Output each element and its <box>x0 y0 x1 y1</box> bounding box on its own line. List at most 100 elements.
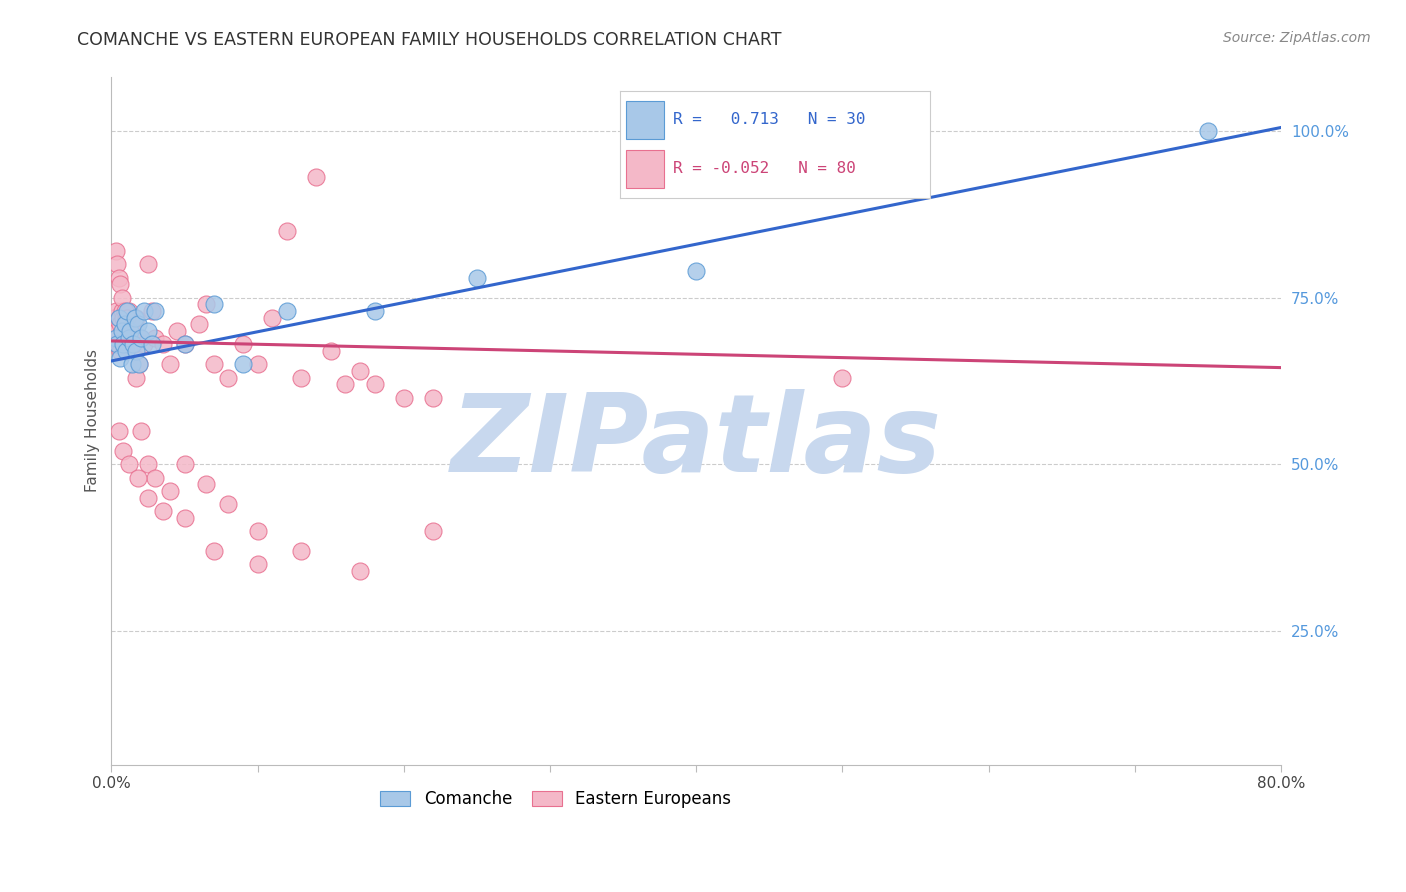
Point <box>349 564 371 578</box>
Point <box>108 277 131 292</box>
Point <box>363 304 385 318</box>
Point <box>143 304 166 318</box>
Point <box>129 424 152 438</box>
Point <box>319 343 342 358</box>
Point <box>246 524 269 538</box>
Point <box>107 310 129 325</box>
Point <box>363 377 385 392</box>
Point <box>115 343 138 358</box>
Point <box>232 357 254 371</box>
Point <box>111 304 134 318</box>
Point <box>217 497 239 511</box>
Point <box>128 357 150 371</box>
Point <box>159 357 181 371</box>
Point <box>152 337 174 351</box>
Text: ZIPatlas: ZIPatlas <box>451 389 942 494</box>
Point <box>104 244 127 258</box>
Point <box>188 318 211 332</box>
Point <box>195 477 218 491</box>
Point <box>290 544 312 558</box>
Point <box>108 318 131 332</box>
Point <box>107 337 129 351</box>
Point <box>112 444 135 458</box>
Point <box>141 337 163 351</box>
Point <box>118 458 141 472</box>
Point <box>173 510 195 524</box>
Point <box>217 370 239 384</box>
Point <box>121 337 143 351</box>
Point <box>117 304 139 318</box>
Point <box>114 304 136 318</box>
Text: Source: ZipAtlas.com: Source: ZipAtlas.com <box>1223 31 1371 45</box>
Point <box>276 224 298 238</box>
Point <box>118 304 141 318</box>
Y-axis label: Family Households: Family Households <box>86 350 100 492</box>
Point <box>104 337 127 351</box>
Point <box>202 357 225 371</box>
Point <box>246 558 269 572</box>
Point <box>349 364 371 378</box>
Point <box>129 330 152 344</box>
Point <box>246 357 269 371</box>
Point <box>122 330 145 344</box>
Point <box>136 491 159 505</box>
Point <box>115 337 138 351</box>
Point <box>121 357 143 371</box>
Point <box>305 170 328 185</box>
Point <box>112 337 135 351</box>
Point <box>143 330 166 344</box>
Point <box>112 337 135 351</box>
Point <box>159 483 181 498</box>
Point <box>335 377 357 392</box>
Point <box>103 310 125 325</box>
Point <box>129 330 152 344</box>
Point <box>132 337 155 351</box>
Point <box>143 471 166 485</box>
Point <box>117 310 139 325</box>
Point <box>125 343 148 358</box>
Point <box>104 330 127 344</box>
Point <box>108 343 131 358</box>
Point <box>114 318 136 332</box>
Point <box>166 324 188 338</box>
Point <box>392 391 415 405</box>
Point <box>105 324 128 338</box>
Text: COMANCHE VS EASTERN EUROPEAN FAMILY HOUSEHOLDS CORRELATION CHART: COMANCHE VS EASTERN EUROPEAN FAMILY HOUS… <box>77 31 782 49</box>
Point <box>173 337 195 351</box>
Point <box>114 324 136 338</box>
Point <box>105 337 128 351</box>
Point <box>118 330 141 344</box>
Point <box>136 324 159 338</box>
Point <box>125 310 148 325</box>
Point <box>108 351 131 365</box>
Point <box>127 471 149 485</box>
Point <box>132 304 155 318</box>
Point <box>202 297 225 311</box>
Point <box>127 318 149 332</box>
Point <box>122 337 145 351</box>
Point <box>141 304 163 318</box>
Point <box>173 458 195 472</box>
Point <box>290 370 312 384</box>
Point <box>111 291 134 305</box>
Point <box>104 304 127 318</box>
Point <box>117 330 139 344</box>
Point <box>124 310 146 325</box>
Point <box>276 304 298 318</box>
Point <box>107 424 129 438</box>
Point <box>105 257 128 271</box>
Point <box>112 310 135 325</box>
Point <box>422 391 444 405</box>
Point <box>152 504 174 518</box>
Point <box>465 270 488 285</box>
Point <box>111 330 134 344</box>
Point <box>831 370 853 384</box>
Point <box>120 324 142 338</box>
Point <box>262 310 284 325</box>
Legend: Comanche, Eastern Europeans: Comanche, Eastern Europeans <box>374 783 738 814</box>
Point <box>128 357 150 371</box>
Point <box>121 318 143 332</box>
Point <box>107 310 129 325</box>
Point <box>1197 124 1219 138</box>
Point <box>120 337 142 351</box>
